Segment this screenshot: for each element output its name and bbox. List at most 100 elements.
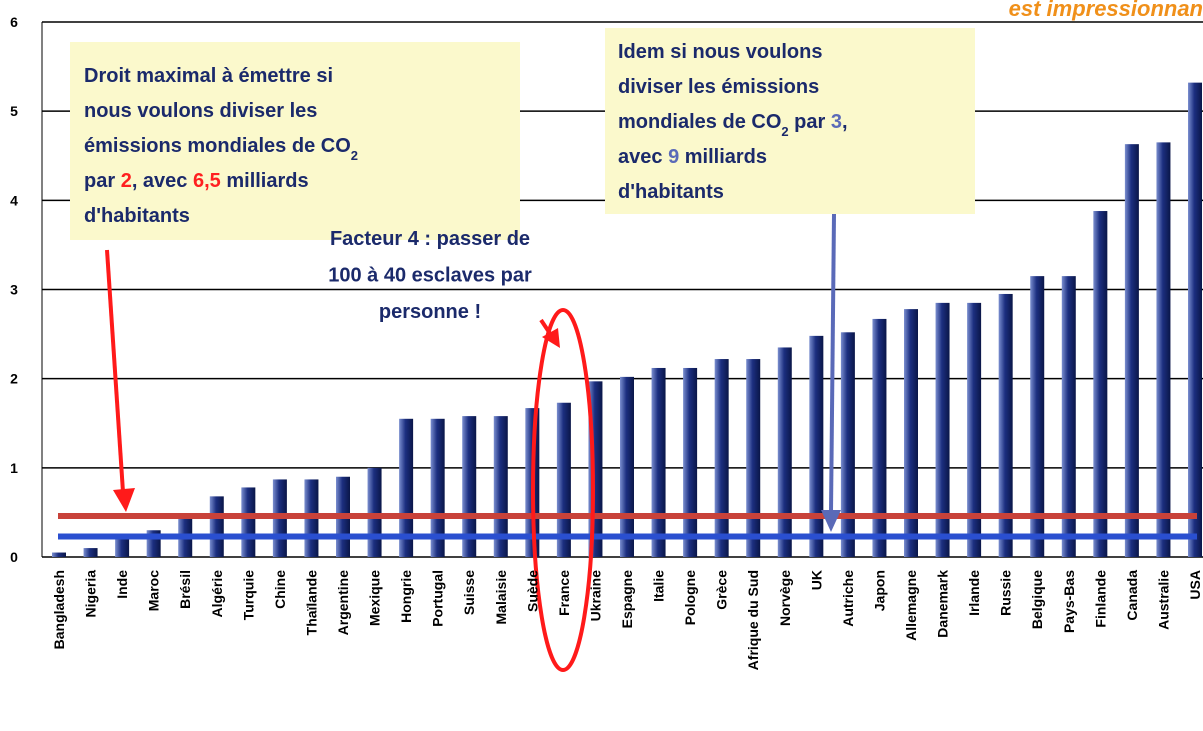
arrow xyxy=(105,249,125,493)
bar xyxy=(1124,144,1139,558)
x-tick-label: Nigeria xyxy=(83,570,99,618)
bar xyxy=(620,376,634,557)
bar xyxy=(683,367,698,557)
annotation-line: par 2, avec 6,5 milliards xyxy=(84,170,309,192)
x-tick-label: Inde xyxy=(114,570,130,599)
x-tick-label: UK xyxy=(808,570,824,590)
bar xyxy=(399,418,414,557)
bar xyxy=(1061,276,1076,557)
x-tick-label: Grèce xyxy=(714,570,730,610)
x-tick-label: Russie xyxy=(998,570,1014,616)
x-tick-label: Algérie xyxy=(209,570,225,618)
annotation-text: 2 xyxy=(121,170,132,192)
x-tick-label: Autriche xyxy=(840,570,856,627)
x-tick-label: Bangladesh xyxy=(51,570,67,649)
x-tick-label: Australie xyxy=(1155,570,1171,630)
x-tick-label: Irlande xyxy=(966,570,982,616)
x-tick-label: Norvège xyxy=(777,570,793,626)
x-tick-label: Hongrie xyxy=(398,570,414,623)
bar xyxy=(83,548,98,557)
annotation-text: 100 à 40 esclaves par xyxy=(328,265,532,287)
annotation-line: personne ! xyxy=(379,301,481,323)
annotation-line: Droit maximal à émettre si xyxy=(84,65,333,87)
bar xyxy=(1030,276,1045,557)
bar xyxy=(1093,211,1108,558)
annotation-line: 100 à 40 esclaves par xyxy=(328,265,532,287)
x-tick-label: Italie xyxy=(651,570,667,602)
annotation-line: avec 9 milliards xyxy=(618,146,767,168)
x-tick-label: Thaïlande xyxy=(303,570,319,636)
x-tick-label: USA xyxy=(1187,570,1203,600)
annotation-text: Facteur 4 : passer de xyxy=(330,228,530,250)
y-tick-label: 2 xyxy=(10,371,18,387)
annotation-line: émissions mondiales de CO2 xyxy=(84,135,358,163)
annotation-text: par xyxy=(789,111,831,133)
bar xyxy=(115,534,130,557)
bar xyxy=(998,293,1013,557)
annotation-text: Idem si nous voulons xyxy=(618,41,822,63)
reference-lines xyxy=(58,512,1197,540)
bar xyxy=(462,416,477,557)
y-tick-label: 1 xyxy=(10,460,18,476)
bar xyxy=(904,309,918,557)
x-tick-label: Suède xyxy=(524,570,540,612)
annotation-line: Idem si nous voulons xyxy=(618,41,822,63)
annotations: Droit maximal à émettre si nous voulons d… xyxy=(84,41,848,323)
bar xyxy=(1156,142,1171,557)
annotation-text: milliards xyxy=(679,146,767,168)
x-tick-label: Argentine xyxy=(335,570,351,636)
annotation-line: d'habitants xyxy=(84,205,190,227)
annotation-line: mondiales de CO2 par 3, xyxy=(618,111,848,139)
annotation-line: nous voulons diviser les xyxy=(84,100,317,122)
bar xyxy=(651,367,666,557)
annotation-text: milliards xyxy=(221,170,309,192)
arrow-head xyxy=(542,328,560,348)
bar xyxy=(241,487,256,557)
chart-title: est impressionnan xyxy=(1009,0,1203,21)
annotation-text: 6,5 xyxy=(193,170,221,192)
x-tick-label: Ukraine xyxy=(587,570,603,622)
bar xyxy=(935,302,950,557)
arrow-head xyxy=(113,488,135,512)
x-tick-label: Canada xyxy=(1124,570,1140,621)
annotation-text: 9 xyxy=(668,146,679,168)
annotation-line: diviser les émissions xyxy=(618,76,819,98)
annotation-text: Droit maximal à émettre si xyxy=(84,65,333,87)
annotation-line: d'habitants xyxy=(618,181,724,203)
x-tick-label: Afrique du Sud xyxy=(745,570,761,670)
bar xyxy=(714,359,729,557)
y-tick-label: 6 xyxy=(10,14,18,30)
x-tick-label: Brésil xyxy=(177,570,193,609)
bar xyxy=(493,416,508,557)
annotation-text: personne ! xyxy=(379,301,481,323)
annotation-box xyxy=(70,42,520,240)
annotation-text: avec xyxy=(618,146,668,168)
bar xyxy=(809,335,824,557)
annotation-text: , avec xyxy=(132,170,193,192)
bar xyxy=(367,467,382,557)
x-tick-label: France xyxy=(556,570,572,616)
x-tick-label: Turquie xyxy=(240,570,256,621)
x-tick-label: Suisse xyxy=(461,570,477,615)
annotation-text: 2 xyxy=(351,148,358,163)
annotation-text: 2 xyxy=(781,124,788,139)
y-tick-label: 0 xyxy=(10,549,18,565)
annotation-line: Facteur 4 : passer de xyxy=(330,228,530,250)
annotation-text: par xyxy=(84,170,121,192)
x-tick-label: Pays-Bas xyxy=(1061,570,1077,633)
highlight-ellipse xyxy=(531,308,595,672)
x-tick-label: Belgique xyxy=(1029,570,1045,629)
annotation-text: d'habitants xyxy=(84,205,190,227)
x-tick-label: Pologne xyxy=(682,570,698,625)
annotation-text: émissions mondiales de CO xyxy=(84,135,351,157)
x-tick-label: Portugal xyxy=(430,570,446,627)
x-tick-label: Chine xyxy=(272,570,288,609)
annotation-text: 3 xyxy=(831,111,842,133)
bar xyxy=(430,418,445,557)
x-tick-label: Espagne xyxy=(619,570,635,629)
x-tick-label: Japon xyxy=(871,570,887,611)
x-tick-label: Danemark xyxy=(935,570,951,638)
x-tick-label: Maroc xyxy=(146,570,162,611)
annotation-text: , xyxy=(842,111,848,133)
